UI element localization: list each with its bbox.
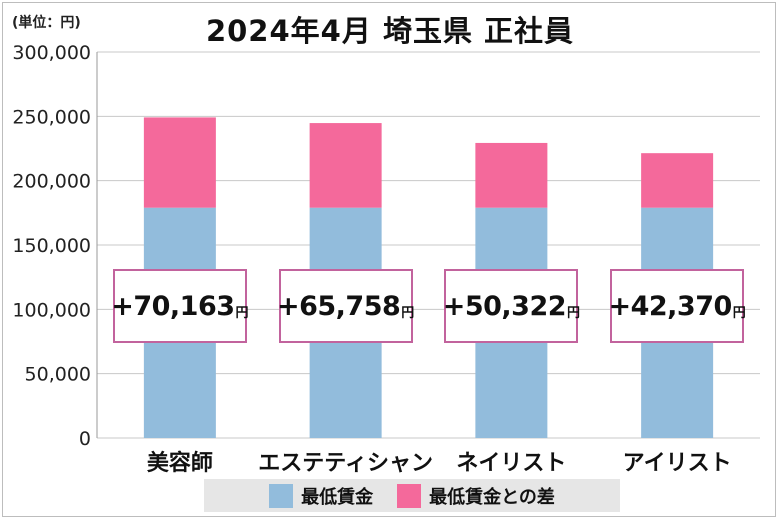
difference-value: +70,163 (111, 290, 235, 322)
y-tick-label: 200,000 (12, 171, 91, 193)
legend-item-minimum-wage: 最低賃金 (269, 483, 373, 509)
legend-label-difference: 最低賃金との差 (429, 486, 555, 508)
legend-swatch-difference (397, 483, 422, 508)
unit-label: (単位：円) (12, 15, 81, 31)
y-tick-label: 50,000 (25, 364, 91, 386)
bar-difference (641, 153, 714, 208)
difference-unit: 円 (235, 305, 249, 321)
difference-unit: 円 (732, 305, 746, 321)
legend-item-difference: 最低賃金との差 (397, 483, 555, 509)
bar-difference (309, 123, 382, 208)
difference-value: +50,322 (442, 290, 567, 322)
x-category-label: ネイリスト (456, 451, 566, 476)
bar-difference (475, 142, 548, 208)
y-tick-label: 100,000 (12, 299, 91, 321)
difference-unit: 円 (567, 305, 581, 321)
y-tick-label: 0 (79, 428, 91, 450)
difference-annotation: +70,163 円 (111, 269, 249, 343)
difference-annotation: +65,758 円 (276, 269, 415, 343)
difference-value: +42,370 (608, 290, 732, 322)
x-category-label: エステティシャン (258, 451, 433, 476)
difference-annotation: +42,370 円 (608, 269, 746, 343)
y-tick-label: 150,000 (12, 235, 91, 257)
difference-unit: 円 (401, 305, 415, 321)
legend-label-minimum-wage: 最低賃金 (301, 486, 374, 508)
x-category-label: 美容師 (147, 450, 213, 476)
difference-value: +65,758 (276, 290, 401, 322)
y-tick-label: 250,000 (12, 106, 91, 128)
legend: 最低賃金 最低賃金との差 (204, 479, 620, 512)
legend-swatch-minimum-wage (269, 483, 294, 508)
difference-annotation: +50,322 円 (442, 269, 581, 343)
chart-title: 2024年4月 埼玉県 正社員 (205, 14, 575, 48)
x-category-label: アイリスト (623, 451, 732, 476)
bar-difference (143, 117, 216, 208)
y-tick-label: 300,000 (12, 42, 91, 64)
